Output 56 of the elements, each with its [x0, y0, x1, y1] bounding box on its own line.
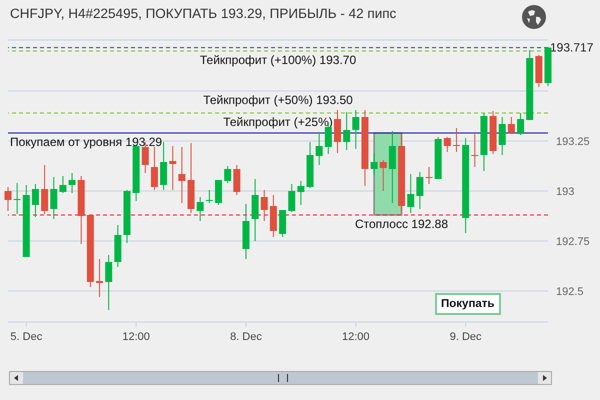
candlestick	[96, 258, 104, 298]
candlestick	[380, 160, 387, 192]
candlestick	[233, 164, 240, 196]
candlestick	[260, 190, 268, 222]
candlestick	[452, 128, 460, 152]
candlestick	[160, 142, 168, 190]
ref-line-label: Тейкпрофит (+50%) 193.50	[203, 93, 354, 107]
ref-line-label: Тейкпрофит (+100%) 193.70	[200, 53, 356, 67]
candlestick	[498, 116, 506, 156]
candlestick	[407, 174, 414, 214]
chart-title: CHFJPY, H4#225495, ПОКУПАТЬ 193.29, ПРИБЫЛЬ - 42 пипс	[10, 6, 396, 21]
ref-line-label: 193.717	[550, 40, 594, 55]
candlestick	[50, 176, 58, 220]
candlestick	[150, 146, 158, 190]
candlestick	[59, 176, 66, 194]
candlestick	[517, 112, 524, 136]
candlestick	[370, 152, 378, 176]
candlestick	[196, 196, 204, 222]
y-tick-label: 193	[556, 186, 574, 198]
x-tick-label: 5. Dec	[10, 331, 43, 343]
candlestick	[343, 112, 350, 150]
y-tick-label: 193.25	[556, 136, 590, 148]
candlestick	[416, 172, 424, 210]
candlestick	[279, 210, 286, 238]
candlestick	[32, 184, 39, 218]
candlestick	[224, 166, 232, 184]
ref-line-label: Покупаем от уровня 193.29	[10, 135, 162, 149]
y-tick-label: 192.5	[556, 286, 584, 298]
candlestick	[508, 116, 515, 134]
candlestick	[334, 110, 341, 154]
candlestick	[297, 180, 304, 206]
candlestick	[68, 172, 76, 194]
x-tick-label: 8. Dec	[230, 331, 262, 343]
candlestick	[426, 166, 433, 184]
candlestick	[14, 182, 21, 214]
candlestick	[206, 190, 213, 204]
candlestick	[288, 184, 296, 212]
candlestick	[352, 110, 360, 150]
x-tick-label: 12:00	[342, 331, 370, 343]
y-tick-label: 192.75	[556, 236, 590, 248]
ref-line-label: Стоплосс 192.88	[354, 217, 448, 231]
x-tick-label: 9. Dec	[450, 331, 482, 343]
candlestick	[444, 136, 451, 152]
candlestick	[4, 186, 12, 212]
candlestick	[169, 146, 176, 190]
x-tick-label: 12:00	[122, 331, 150, 343]
candlestick	[41, 164, 48, 214]
candlestick	[215, 180, 222, 206]
ref-line-label: Тейкпрофит (+25%)	[223, 115, 333, 129]
candlestick	[105, 254, 112, 310]
candlestick	[471, 134, 478, 168]
candlestick	[316, 132, 323, 166]
candlestick	[178, 146, 186, 204]
annotation: Покупать	[435, 293, 500, 315]
candlestick	[252, 178, 259, 242]
candlestick	[388, 130, 396, 204]
